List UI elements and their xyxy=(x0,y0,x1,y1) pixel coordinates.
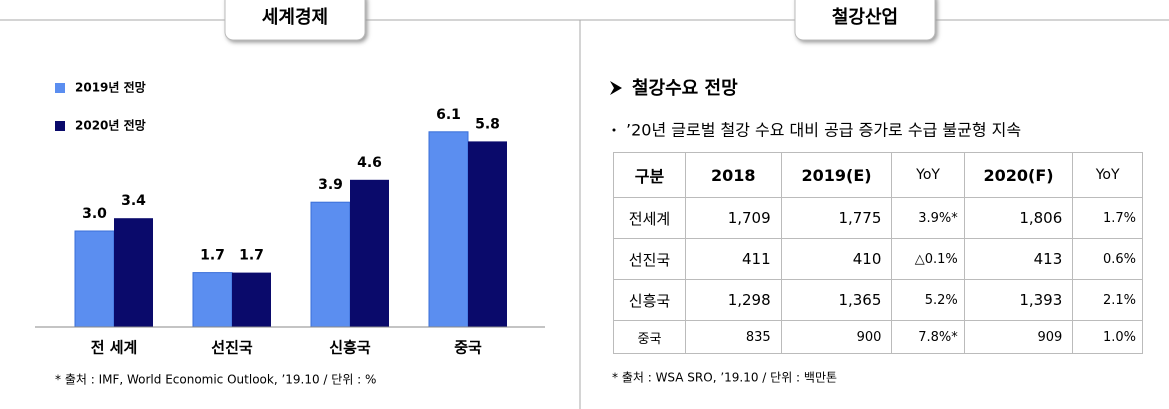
table-cell: 7.8%* xyxy=(891,320,965,354)
table-cell: 413 xyxy=(963,238,1074,280)
demand-table: 구분 2018 2019(E) YoY 2020(F) YoY 전세계 1,709 1,775 3… xyxy=(613,152,1143,354)
table-cell: 1,393 xyxy=(963,279,1074,321)
table-row: 선진국 411 410 △0.1% 413 0.6% xyxy=(613,238,1143,280)
data-label: 1.7 xyxy=(200,248,225,264)
table-cell: 1,365 xyxy=(780,279,893,321)
x-tick-label: 신흥국 xyxy=(329,339,371,357)
legend-label: 2020년 전망 xyxy=(75,118,146,133)
bar xyxy=(468,141,507,327)
legend-swatch xyxy=(55,83,65,93)
table-cell: △0.1% xyxy=(891,238,965,280)
table-row: 전세계 1,709 1,775 3.9%* 1,806 1.7% xyxy=(613,197,1143,239)
bar xyxy=(350,179,389,327)
bar xyxy=(428,131,469,328)
data-label: 1.7 xyxy=(239,248,264,264)
data-label: 3.4 xyxy=(121,193,146,209)
bar xyxy=(114,218,153,327)
data-label: 3.0 xyxy=(82,206,107,222)
table-cell: 1,806 xyxy=(963,197,1074,239)
bar xyxy=(310,201,351,328)
tab-box xyxy=(794,0,936,41)
section-heading: 철강수요 전망 xyxy=(632,78,738,99)
table-cell: 1,775 xyxy=(780,197,893,239)
table-cell: YoY xyxy=(1072,152,1143,198)
table-cell: 전세계 xyxy=(613,197,686,239)
bullet-dot xyxy=(612,128,616,132)
table-cell: 900 xyxy=(780,320,893,354)
table-cell: 구분 xyxy=(613,152,686,198)
table-cell: YoY xyxy=(891,152,965,198)
table-cell: 2.1% xyxy=(1072,279,1143,321)
table-cell: 3.9%* xyxy=(891,197,965,239)
table-cell: 1,298 xyxy=(684,279,782,321)
legend-swatch xyxy=(55,121,65,131)
table-cell: 신흥국 xyxy=(613,279,686,321)
table-cell: 2020(F) xyxy=(963,152,1074,198)
x-tick-label: 전 세계 xyxy=(91,339,138,357)
table-cell: 835 xyxy=(684,320,782,354)
x-tick-label: 중국 xyxy=(454,339,482,357)
arrow-icon xyxy=(610,81,622,95)
data-label: 4.6 xyxy=(357,155,382,171)
table-cell: 5.2% xyxy=(891,279,965,321)
table-row: 구분 2018 2019(E) YoY 2020(F) YoY xyxy=(613,152,1143,198)
section-title: 철강산업 xyxy=(832,7,898,28)
table-cell: 1,709 xyxy=(684,197,782,239)
table-cell: 0.6% xyxy=(1072,238,1143,280)
table-row: 신흥국 1,298 1,365 5.2% 1,393 2.1% xyxy=(613,279,1143,321)
chart-note: * 출처 : IMF, World Economic Outlook, ’19.… xyxy=(55,373,376,387)
bullet-text: ’20년 글로벌 철강 수요 대비 공급 증가로 수급 불균형 지속 xyxy=(626,121,1021,140)
data-label: 5.8 xyxy=(475,116,500,132)
bar xyxy=(232,272,271,327)
table-cell: 1.0% xyxy=(1072,320,1143,354)
table-cell: 2019(E) xyxy=(780,152,893,198)
bar xyxy=(192,272,233,328)
legend-label: 2019년 전망 xyxy=(75,80,146,95)
table-cell: 410 xyxy=(780,238,893,280)
data-label: 3.9 xyxy=(318,177,343,193)
table-cell: 909 xyxy=(963,320,1074,354)
table-cell: 선진국 xyxy=(613,238,686,280)
table-note: * 출처 : WSA SRO, ’19.10 / 단위 : 백만톤 xyxy=(612,371,837,385)
bar xyxy=(74,230,115,328)
table-cell: 2018 xyxy=(684,152,782,198)
table-cell: 1.7% xyxy=(1072,197,1143,239)
x-tick-label: 선진국 xyxy=(211,339,253,357)
tab-box xyxy=(224,0,366,41)
table-cell: 411 xyxy=(684,238,782,280)
chart-title: 세계경제 xyxy=(262,7,328,28)
table-cell: 중국 xyxy=(613,320,686,354)
table-row: 중국 835 900 7.8%* 909 1.0% xyxy=(613,320,1143,354)
data-label: 6.1 xyxy=(436,107,461,123)
